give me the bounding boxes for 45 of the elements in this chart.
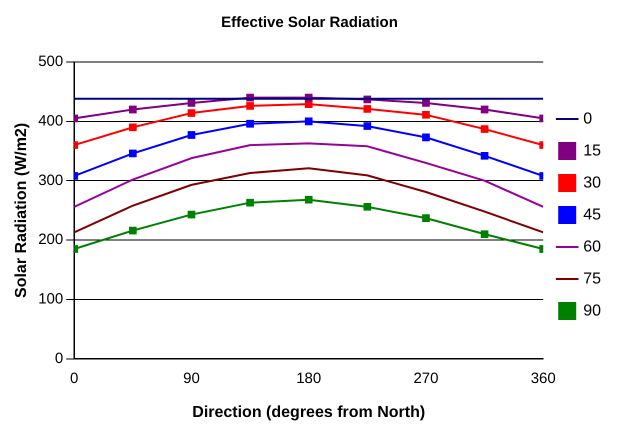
point <box>246 120 254 128</box>
point <box>246 198 254 207</box>
y-axis-title: Solar Radiation (W/m2) <box>13 122 30 298</box>
point <box>188 210 196 218</box>
point <box>480 152 488 160</box>
point <box>480 125 488 133</box>
y-tick-label: 0 <box>54 350 64 367</box>
y-tick-label: 100 <box>38 290 64 308</box>
x-tick-label: 270 <box>413 370 438 387</box>
legend-label: 90 <box>583 302 602 320</box>
y-tick-label: 500 <box>38 53 64 70</box>
point <box>188 99 196 107</box>
legend-label: 0 <box>583 110 592 128</box>
legend-label: 45 <box>583 206 602 224</box>
x-axis-title: Direction (degrees from North) <box>192 404 426 421</box>
point <box>422 99 430 107</box>
chart-title: Effective Solar Radiation <box>221 14 398 32</box>
x-tick-label: 0 <box>70 370 78 387</box>
point <box>364 105 372 113</box>
legend-label: 15 <box>583 142 602 160</box>
legend-label: 60 <box>583 238 602 256</box>
legend-label: 75 <box>583 270 602 288</box>
x-tick-label: 360 <box>530 370 556 387</box>
point <box>422 134 430 142</box>
point <box>188 109 196 117</box>
point <box>422 111 430 119</box>
point <box>246 102 254 110</box>
point <box>364 122 372 130</box>
point <box>304 196 313 204</box>
point <box>129 106 137 114</box>
y-tick-label: 400 <box>38 112 64 130</box>
point <box>129 150 137 158</box>
point <box>364 203 372 211</box>
x-tick-label: 90 <box>183 370 200 387</box>
point <box>188 131 196 139</box>
point <box>480 106 488 114</box>
y-tick-label: 300 <box>38 172 64 189</box>
y-tick-label: 200 <box>38 231 64 248</box>
point <box>304 118 313 126</box>
point <box>129 123 137 132</box>
x-tick-label: 180 <box>296 370 322 387</box>
point <box>422 214 430 222</box>
legend-label: 30 <box>583 174 602 192</box>
point <box>480 230 488 238</box>
point <box>129 226 137 234</box>
